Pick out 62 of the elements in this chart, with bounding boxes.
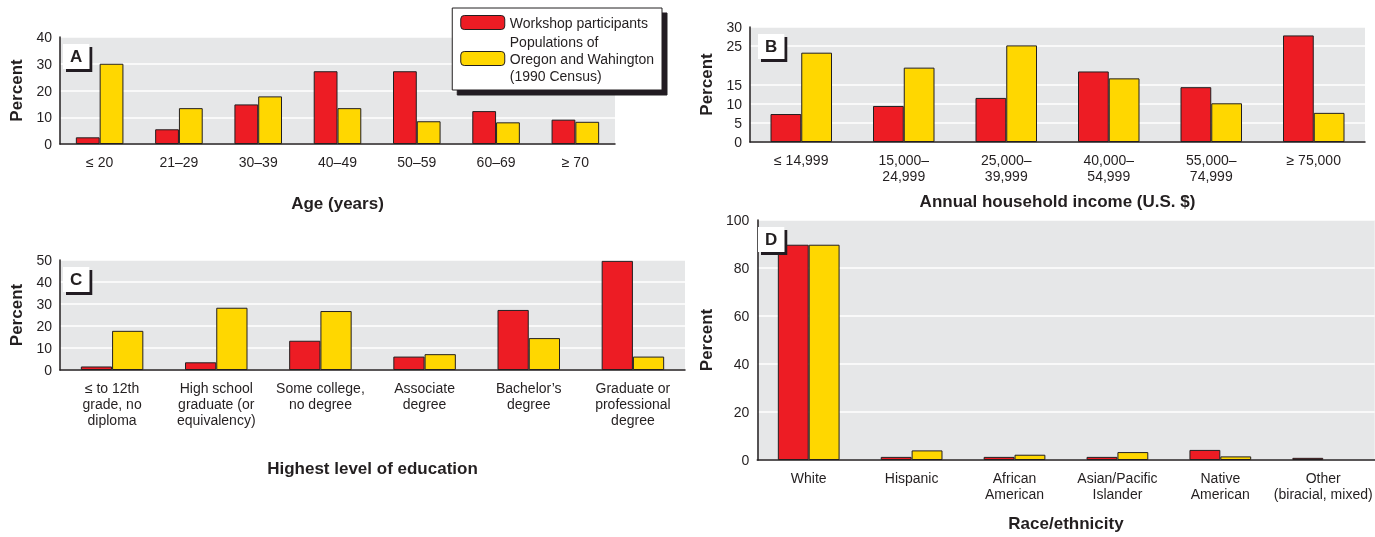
annotation: C [70,270,83,289]
x-tick-label: Native American [1190,470,1250,502]
y-tick-label: 10 [726,95,743,112]
y-tick-label: 80 [733,260,750,276]
x-tick-label: 40–49 [318,154,358,170]
x-tick-label: Other (biracial, mixed) [1273,470,1373,502]
x-tick-label: Asian/Pacific Islander [1077,470,1158,502]
x-tick-label: 50–59 [397,154,437,170]
y-axis-title: Percent [697,308,716,372]
y-axis-title: Percent [7,283,26,347]
y-tick-label: 15 [726,76,743,93]
y-tick-label: 20 [36,318,53,334]
y-tick-label: 20 [733,404,750,420]
annotation: D [765,230,778,249]
y-tick-label: 40 [36,274,53,290]
x-tick-label: 15,000– 24,999 [878,152,930,184]
x-tick-label: African American [984,470,1045,502]
x-tick-label: ≤ 14,999 [774,152,829,168]
y-tick-label: 50 [36,252,53,268]
x-tick-label: 30–39 [238,154,278,170]
y-tick-label: 100 [725,212,750,228]
x-tick-label: 25,000– 39,999 [980,152,1032,184]
x-axis-title: Race/ethnicity [1008,514,1125,533]
x-tick-label: ≤ 20 [86,154,114,170]
x-tick-label: Some college, no degree [276,380,365,412]
legend-label: Workshop participants [509,14,648,31]
y-tick-label: 40 [733,356,750,372]
y-tick-label: 30 [726,19,743,35]
y-tick-label: 0 [44,362,53,378]
y-tick-label: 10 [36,109,53,126]
x-tick-label: High school graduate (or equivalency) [176,380,256,428]
x-tick-label: 21–29 [159,154,199,170]
x-tick-label: 55,000– 74,999 [1185,152,1237,184]
y-axis-title: Percent [697,52,716,116]
x-tick-label: 40,000– 54,999 [1083,152,1135,184]
x-tick-label: Hispanic [884,470,939,486]
x-tick-label: ≥ 75,000 [1286,152,1342,168]
x-axis-title: Highest level of education [267,459,478,478]
x-axis-title: Age (years) [291,194,384,213]
annotation: A [70,47,83,66]
x-tick-label: ≥ 70 [561,154,590,170]
y-tick-label: 30 [36,55,53,72]
y-tick-label: 60 [733,308,750,324]
y-tick-label: 0 [741,452,750,468]
y-tick-label: 40 [36,29,53,45]
y-tick-label: 20 [36,82,53,99]
y-tick-label: 10 [36,340,53,356]
x-tick-label: 60–69 [476,154,516,170]
y-tick-label: 0 [44,136,53,152]
x-tick-label: Bachelor’s degree [495,380,562,412]
y-tick-label: 25 [726,38,743,55]
x-axis-title: Annual household income (U.S. $) [919,192,1196,211]
x-tick-label: White [790,470,827,486]
annotation: B [765,37,778,56]
y-tick-label: 5 [734,114,743,131]
x-tick-label: ≤ to 12th grade, no diploma [82,380,142,428]
legend-label: Populations of Oregon and Wahington (1990 Census) [509,33,654,84]
x-tick-label: Associate degree [394,380,456,412]
y-axis-title: Percent [7,58,26,122]
x-tick-label: Graduate or professional degree [595,380,671,428]
y-tick-label: 30 [36,296,53,312]
y-tick-label: 0 [734,134,743,150]
